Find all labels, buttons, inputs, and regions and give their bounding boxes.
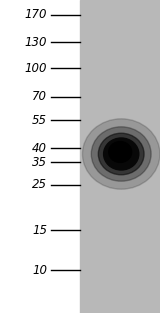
Text: 15: 15 bbox=[32, 223, 47, 237]
Text: 40: 40 bbox=[32, 141, 47, 155]
Text: 25: 25 bbox=[32, 178, 47, 192]
Bar bbox=[0, 0, 80, 313]
Text: 10: 10 bbox=[32, 264, 47, 276]
Ellipse shape bbox=[83, 119, 160, 189]
Text: 55: 55 bbox=[32, 114, 47, 126]
Bar bbox=[80, 0, 160, 313]
Text: 70: 70 bbox=[32, 90, 47, 104]
Ellipse shape bbox=[98, 133, 144, 175]
Ellipse shape bbox=[109, 141, 132, 162]
Ellipse shape bbox=[91, 127, 151, 181]
Text: 35: 35 bbox=[32, 156, 47, 168]
Text: 100: 100 bbox=[25, 61, 47, 74]
Ellipse shape bbox=[104, 138, 139, 170]
Text: 170: 170 bbox=[25, 8, 47, 22]
Text: 130: 130 bbox=[25, 35, 47, 49]
